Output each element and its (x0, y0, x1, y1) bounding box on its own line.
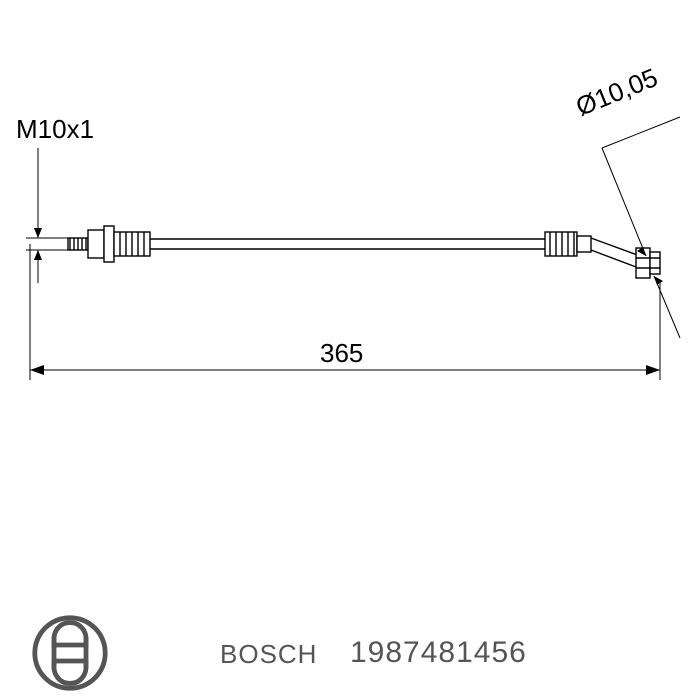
part-number: 1987481456 (350, 636, 527, 670)
thread-label: M10x1 (16, 116, 94, 142)
right-fitting (545, 232, 660, 278)
diameter-dimension (602, 117, 680, 338)
bosch-logo-icon (30, 613, 110, 698)
brand-label: BOSCH (220, 639, 317, 670)
footer: BOSCH 1987481456 (0, 610, 700, 700)
length-label: 365 (320, 340, 363, 366)
hose-body (150, 239, 545, 249)
thread-dimension (26, 148, 68, 283)
left-fitting (68, 226, 150, 262)
